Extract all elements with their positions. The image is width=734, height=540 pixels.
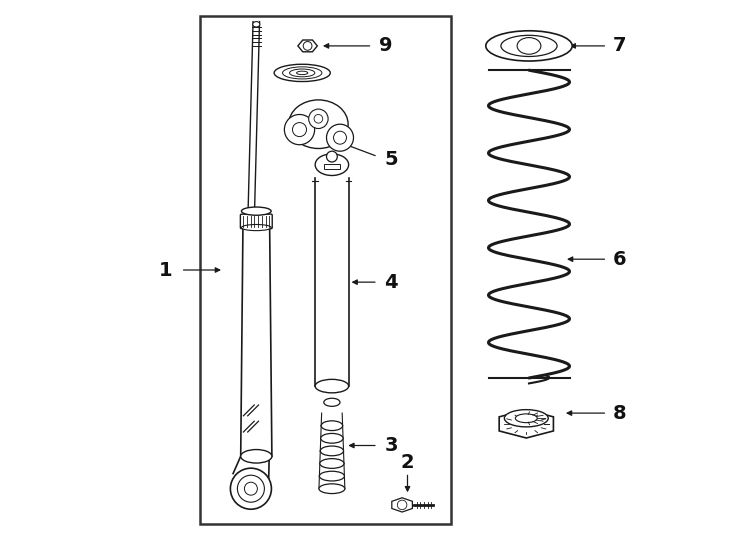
Ellipse shape bbox=[241, 207, 271, 215]
Text: 9: 9 bbox=[379, 36, 393, 56]
Polygon shape bbox=[247, 22, 260, 227]
Text: 8: 8 bbox=[613, 403, 627, 423]
Text: 6: 6 bbox=[613, 249, 627, 269]
Circle shape bbox=[230, 468, 272, 509]
Bar bbox=[324, 164, 340, 169]
Circle shape bbox=[309, 109, 328, 129]
Ellipse shape bbox=[319, 484, 345, 494]
Circle shape bbox=[314, 114, 323, 123]
Circle shape bbox=[244, 482, 258, 495]
Text: 4: 4 bbox=[385, 273, 398, 292]
Ellipse shape bbox=[320, 458, 344, 468]
Circle shape bbox=[292, 123, 307, 137]
Bar bbox=[200, 16, 451, 524]
Ellipse shape bbox=[320, 446, 344, 456]
Text: 3: 3 bbox=[385, 436, 398, 455]
Ellipse shape bbox=[321, 421, 343, 430]
Circle shape bbox=[303, 42, 312, 50]
Polygon shape bbox=[241, 227, 272, 456]
Ellipse shape bbox=[517, 38, 541, 54]
Circle shape bbox=[237, 475, 264, 502]
Circle shape bbox=[327, 124, 354, 151]
Polygon shape bbox=[392, 498, 413, 512]
Polygon shape bbox=[499, 410, 553, 438]
Ellipse shape bbox=[321, 434, 343, 443]
Ellipse shape bbox=[241, 449, 272, 463]
Ellipse shape bbox=[288, 100, 348, 149]
Ellipse shape bbox=[324, 399, 340, 407]
Polygon shape bbox=[298, 40, 317, 52]
Ellipse shape bbox=[501, 35, 557, 57]
Ellipse shape bbox=[283, 67, 321, 79]
Ellipse shape bbox=[315, 154, 349, 176]
Circle shape bbox=[397, 500, 407, 510]
Bar bbox=[315, 178, 349, 386]
Ellipse shape bbox=[274, 64, 330, 82]
FancyBboxPatch shape bbox=[240, 214, 272, 228]
Ellipse shape bbox=[315, 379, 349, 393]
Ellipse shape bbox=[515, 414, 537, 423]
Circle shape bbox=[333, 131, 346, 144]
Ellipse shape bbox=[504, 410, 548, 427]
Text: 1: 1 bbox=[159, 260, 173, 280]
Ellipse shape bbox=[319, 471, 344, 481]
Text: 5: 5 bbox=[385, 150, 398, 169]
Circle shape bbox=[284, 114, 315, 145]
Circle shape bbox=[327, 151, 338, 162]
Ellipse shape bbox=[290, 69, 315, 77]
Text: 7: 7 bbox=[613, 36, 627, 56]
Ellipse shape bbox=[252, 22, 260, 27]
Ellipse shape bbox=[297, 71, 308, 75]
Ellipse shape bbox=[486, 31, 573, 61]
Ellipse shape bbox=[241, 225, 271, 231]
Text: 2: 2 bbox=[401, 453, 414, 472]
